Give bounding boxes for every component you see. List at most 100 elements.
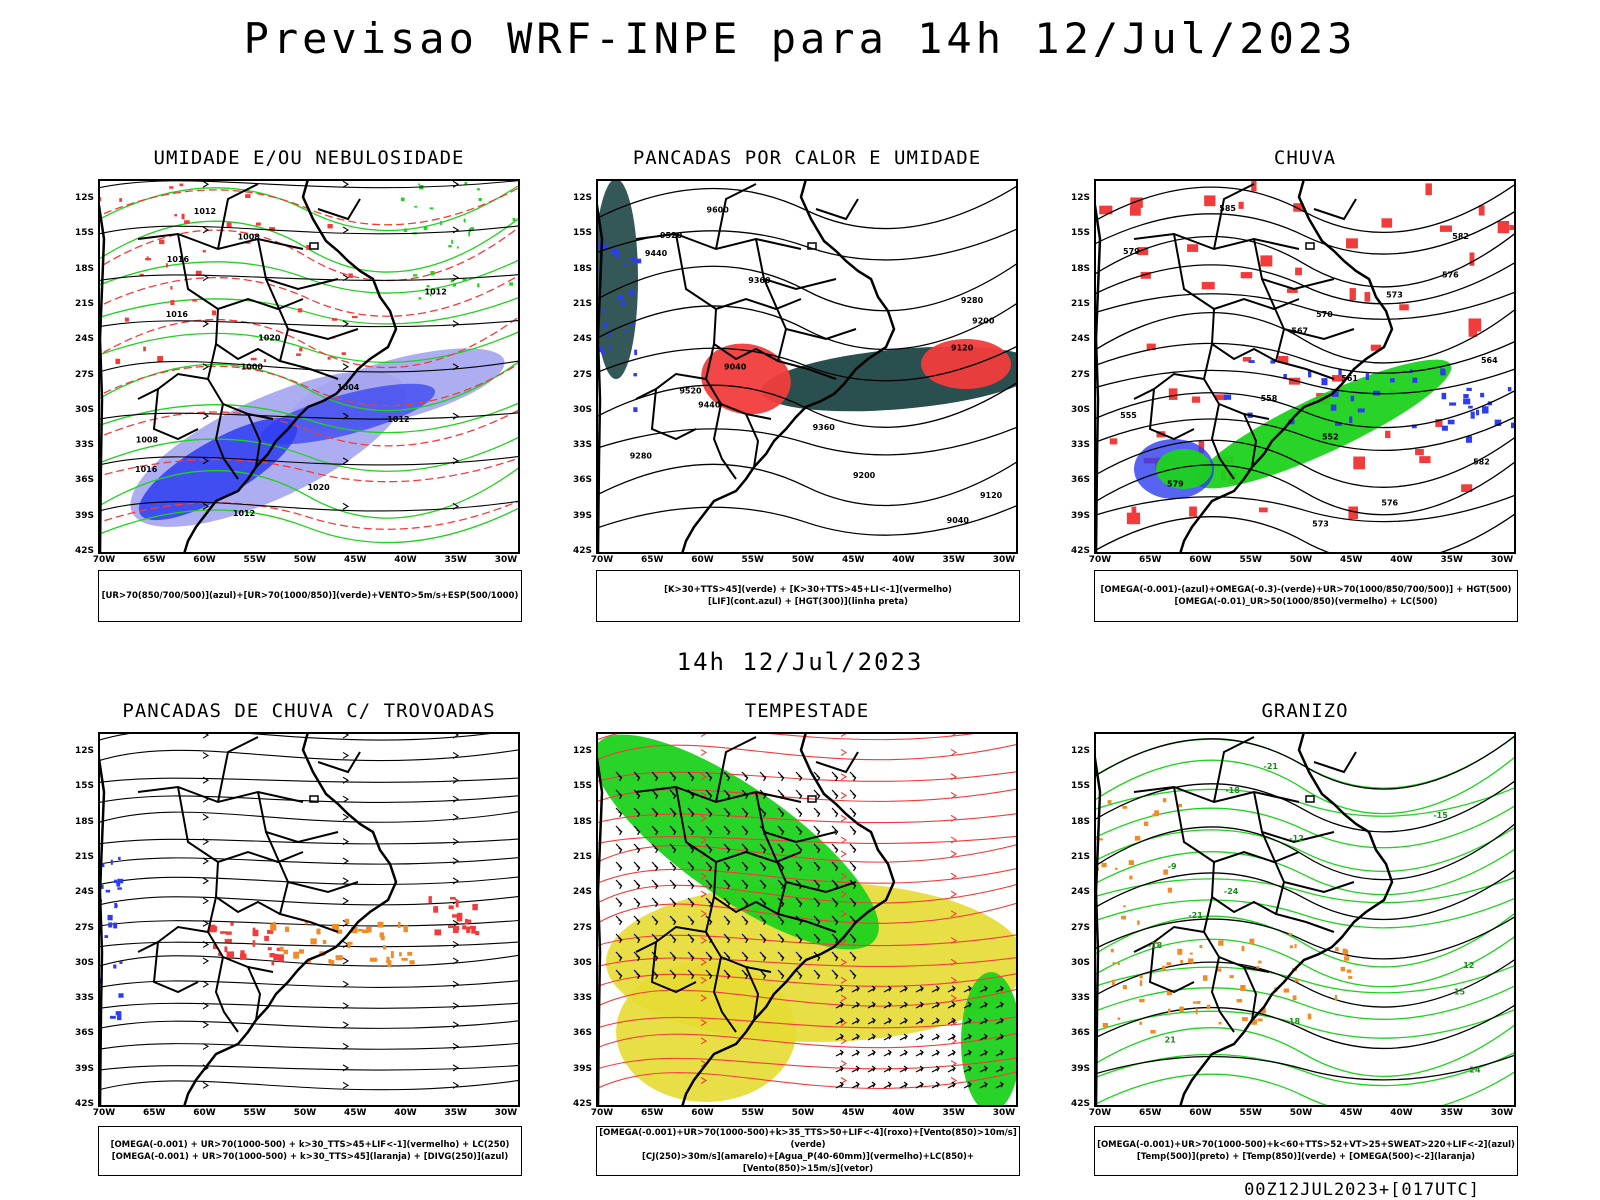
longitude-label: 30W <box>992 1108 1016 1118</box>
contour-label: 21 <box>1165 1035 1177 1044</box>
legend-line: [K>30+TTS>45](verde) + [K>30+TTS>45+LI<-… <box>664 585 952 595</box>
weather-map <box>98 732 520 1107</box>
latitude-label: 12S <box>572 746 592 756</box>
contour-label: -24 <box>1224 887 1239 896</box>
contour-label: -9 <box>1168 862 1177 871</box>
contour-label: 1020 <box>258 333 281 342</box>
legend-line: [Temp(500)](preto) + [Temp(850)](verde) … <box>1136 1152 1476 1162</box>
latitude-label: 39S <box>1070 510 1090 521</box>
latitude-label: 15S <box>74 228 94 239</box>
contour-label: 1016 <box>135 465 158 474</box>
latitude-label: 21S <box>1070 851 1090 862</box>
panel-title: PANCADAS DE CHUVA C/ TROVOADAS <box>122 700 496 722</box>
panel-title: PANCADAS POR CALOR E UMIDADE <box>632 147 982 169</box>
legend-line: [OMEGA(-0.01)_UR>50(1000/850)(vermelho) … <box>1174 597 1438 607</box>
contour-label: 9120 <box>951 343 974 352</box>
latitude-label: 15S <box>1070 228 1090 239</box>
contour-label: 576 <box>1381 499 1398 508</box>
longitude-label: 55W <box>243 555 266 565</box>
longitude-label: 30W <box>494 555 518 565</box>
main-title: Previsao WRF-INPE para 14h 12/Jul/2023 <box>243 14 1357 63</box>
latitude-label: 42S <box>572 546 592 556</box>
latitude-label: 30S <box>1070 957 1090 968</box>
longitude-label: 45W <box>344 1108 367 1118</box>
latitude-label: 24S <box>1070 334 1090 345</box>
contour-label: 9040 <box>947 516 970 525</box>
latitude-label: 24S <box>74 334 94 345</box>
longitude-label: 65W <box>143 1108 166 1118</box>
latitude-label: 12S <box>572 193 592 203</box>
latitude-label: 12S <box>1070 193 1090 203</box>
contour-label: 18 <box>1289 1017 1301 1026</box>
latitude-label: 27S <box>74 369 94 380</box>
longitude-label: 55W <box>741 555 764 565</box>
contour-label: 573 <box>1386 291 1403 300</box>
latitude-label: 33S <box>74 440 94 451</box>
legend-box: [K>30+TTS>45](verde) + [K>30+TTS>45+LI<-… <box>596 570 1020 622</box>
panel-title: TEMPESTADE <box>744 700 870 722</box>
longitude-label: 50W <box>293 555 317 565</box>
latitude-label: 30S <box>1070 404 1090 415</box>
longitude-label: 45W <box>842 555 865 565</box>
contour-label: 1004 <box>337 383 360 392</box>
contour-label: 579 <box>1167 479 1184 488</box>
latitude-label: 33S <box>572 993 592 1004</box>
legend-box: [OMEGA(-0.001)-(azul)+OMEGA(-0.3)-(verde… <box>1094 570 1518 622</box>
contour-label: 582 <box>1452 232 1469 241</box>
longitude-label: 35W <box>942 1108 965 1118</box>
longitude-label: 40W <box>892 1108 915 1118</box>
longitude-label: 60W <box>1189 555 1212 565</box>
latitude-label: 36S <box>572 1028 592 1039</box>
latitude-label: 33S <box>74 993 94 1004</box>
longitude-label: 45W <box>842 1108 865 1118</box>
contour-label: 561 <box>1341 374 1358 383</box>
latitude-label: 36S <box>1070 1028 1090 1039</box>
legend-line: [OMEGA(-0.001)+UR>70(1000-500)+k<60+TTS>… <box>1097 1140 1515 1150</box>
longitude-label: 30W <box>1490 1108 1514 1118</box>
longitude-label: 35W <box>1440 555 1463 565</box>
contour-label: -12 <box>1289 834 1303 843</box>
contour-label: 579 <box>1123 247 1140 256</box>
legend-line: [LIF](cont.azul) + [HGT(300)](linha pret… <box>707 597 909 607</box>
latitude-label: 21S <box>1070 298 1090 309</box>
longitude-label: 55W <box>243 1108 266 1118</box>
weather-map <box>596 732 1018 1107</box>
latitude-label: 33S <box>572 440 592 451</box>
latitude-label: 39S <box>1070 1063 1090 1074</box>
panel-title: GRANIZO <box>1261 700 1349 722</box>
latitude-label: 27S <box>1070 369 1090 380</box>
latitude-label: 42S <box>74 546 94 556</box>
longitude-label: 35W <box>1440 1108 1463 1118</box>
longitude-label: 70W <box>92 555 116 565</box>
longitude-label: 65W <box>143 555 166 565</box>
weather-map: 1012 1008 1016 1012 1016 1020 1000 1004 1012 1008… <box>98 179 520 554</box>
contour-label: 9360 <box>813 423 836 432</box>
legend-box: [OMEGA(-0.001)+UR>70(1000-500)+k<60+TTS>… <box>1094 1126 1518 1176</box>
contour-label: 558 <box>1261 394 1278 403</box>
longitude-label: 70W <box>590 1108 614 1118</box>
contour-label: 12 <box>1463 961 1474 970</box>
legend-line: [OMEGA(-0.001) + UR>70(1000-500) + k>30_… <box>110 1140 510 1150</box>
longitude-label: 45W <box>344 555 367 565</box>
contour-label: 1012 <box>233 509 255 518</box>
legend-line: [OMEGA(-0.001) + UR>70(1000-500) + k>30_… <box>111 1152 509 1162</box>
longitude-label: 65W <box>1139 1108 1162 1118</box>
latitude-label: 39S <box>572 1063 592 1074</box>
latitude-label: 36S <box>1070 475 1090 486</box>
longitude-label: 70W <box>92 1108 116 1118</box>
latitude-label: 18S <box>1070 816 1090 827</box>
latitude-label: 12S <box>1070 746 1090 756</box>
latitude-label: 24S <box>1070 887 1090 898</box>
contour-label: 9200 <box>853 471 876 480</box>
longitude-label: 35W <box>444 1108 467 1118</box>
longitude-label: 55W <box>1239 1108 1262 1118</box>
latitude-label: 27S <box>572 922 592 933</box>
contour-label: -15 <box>1433 811 1448 820</box>
weather-map: -21 -18 -15 -12 -9 -24 -21 -18 12 15 18 21 24 <box>1094 732 1516 1107</box>
longitude-label: 50W <box>791 555 815 565</box>
latitude-label: 39S <box>74 1063 94 1074</box>
latitude-label: 39S <box>572 510 592 521</box>
contour-label: 9120 <box>980 491 1003 500</box>
legend-line: [CJ(250)>30m/s](amarelo)+[Agua_P(40-60mm… <box>641 1152 975 1174</box>
latitude-label: 30S <box>572 957 592 968</box>
